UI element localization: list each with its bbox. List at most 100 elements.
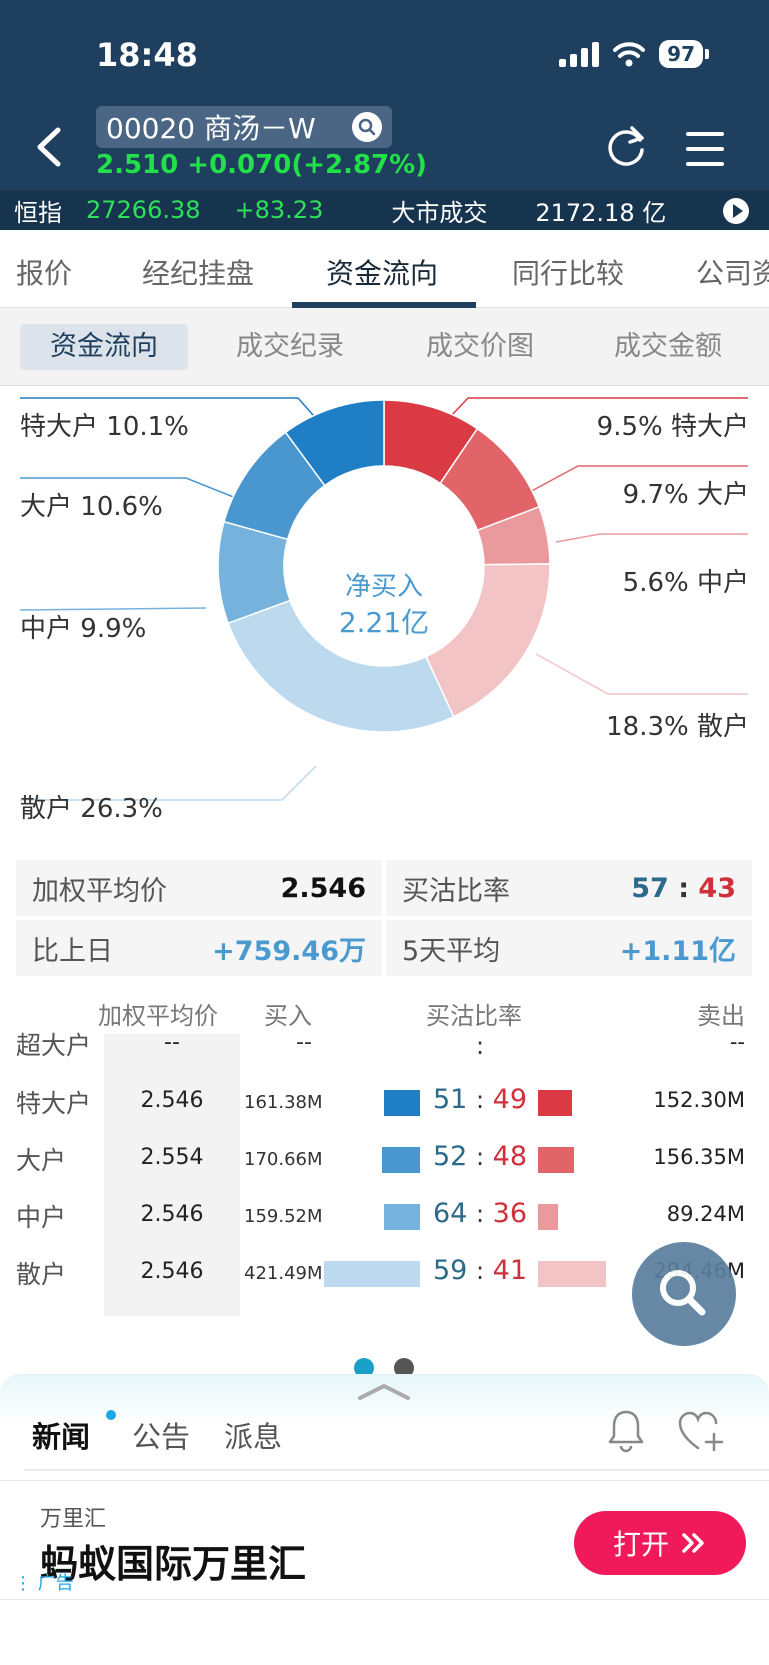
news-tab-announcement[interactable]: 公告 [132,1420,191,1454]
row-ratio: : [475,1032,485,1060]
leader-line-sell-m [555,533,748,543]
donut-slice-buy-4[interactable] [227,599,455,733]
subtab-trade-amount[interactable]: 成交金额 [614,331,722,362]
row-buy-amount: 170.66M [244,1149,323,1170]
capital-flow-donut: 净买入 2.21亿 特大户 10.1% 大户 10.6% 中户 9.9% 散户 … [0,386,769,856]
leader-line-buy-m [19,607,207,611]
play-icon[interactable] [723,198,749,224]
donut-chart [19,397,748,801]
leader-line-sell-r [535,653,748,695]
heart-add-icon[interactable] [676,1410,728,1454]
row-label: 散户 [16,1260,67,1289]
row-avg-price: -- [164,1030,180,1055]
sell-bar [538,1147,574,1173]
ad-banner[interactable]: 万里汇 蚂蚁国际万里汇 ⋮ 广告 打开 [0,1480,769,1600]
ad-title: 蚂蚁国际万里汇 [40,1542,307,1586]
row-buy-amount: -- [296,1030,312,1055]
row-avg-price: 2.546 [140,1202,204,1227]
row-label: 中户 [16,1203,67,1232]
row-sell-amount: 156.35M [653,1145,745,1169]
menu-icon[interactable] [686,132,724,166]
market-turnover-label: 大市成交 [391,198,488,227]
buy-bar [324,1261,420,1287]
status-icons: 97 [559,40,709,68]
avg-column-bg [104,1034,240,1316]
wifi-icon [613,42,646,67]
subtab-trade-records[interactable]: 成交纪录 [236,331,344,362]
news-panel: 新闻 公告 派息 [0,1374,769,1478]
row-ratio: 59 : 41 [433,1255,527,1286]
label-buy-m: 中户 9.9% [20,614,147,644]
row-sell-amount: 89.24M [666,1202,745,1226]
donut-center-value: 2.21亿 [338,606,430,639]
header-avg: 加权平均价 [98,1002,218,1030]
signal-icon [559,41,600,67]
summary-ratio: 买沽比率 57 : 43 [386,860,752,916]
header-sell: 卖出 [697,1002,745,1030]
subtab-capital-flow[interactable]: 资金流向 [20,324,188,370]
tab-peer-compare[interactable]: 同行比较 [512,257,625,290]
buy-bar [382,1147,420,1173]
news-tab-dividend[interactable]: 派息 [224,1420,283,1454]
row-label: 大户 [16,1146,67,1175]
stock-quote: 2.510 +0.070(+2.87%) [96,150,428,180]
ad-open-button[interactable]: 打开 [574,1511,746,1575]
stock-name: 00020 商汤－W [106,112,316,145]
subtab-trade-price-chart[interactable]: 成交价图 [426,331,534,362]
row-ratio: 64 : 36 [433,1198,527,1229]
tab-quote[interactable]: 报价 [16,257,73,290]
summary-wap: 加权平均价 2.546 [16,860,382,916]
summary-prev-day: 比上日 +759.46万 [16,920,382,976]
index-change: +83.23 [234,196,324,224]
donut-center-label: 净买入 [344,572,423,602]
ad-source: 万里汇 [40,1507,107,1532]
main-tabs: 报价 经纪挂盘 资金流向 同行比较 公司资 [0,230,769,308]
chevron-up-icon[interactable] [356,1378,412,1402]
label-sell-xl: 9.5% 特大户 [596,412,749,442]
donut-slice-buy-7[interactable] [284,399,385,487]
index-label: 恒指 [14,198,62,227]
pager-dot[interactable] [394,1358,414,1378]
row-sell-amount: 152.30M [653,1088,745,1112]
unread-dot [106,1410,116,1420]
tab-company-info[interactable]: 公司资 [696,257,769,290]
search-icon[interactable] [352,112,382,142]
label-sell-m: 5.6% 中户 [622,568,749,598]
search-icon [660,1270,706,1316]
news-divider [24,1469,769,1471]
tab-capital-flow[interactable]: 资金流向 [326,257,439,290]
battery-icon: 97 [659,40,709,68]
summary-grid: 加权平均价 2.546 买沽比率 57 : 43 比上日 +759.46万 5天平均… [16,860,752,976]
row-sell-amount: -- [729,1030,745,1054]
bell-icon[interactable] [606,1408,646,1454]
row-avg-price: 2.554 [140,1145,204,1170]
news-tab-news[interactable]: 新闻 [32,1420,91,1454]
app-header: 18:48 97 00020 商汤－W 2.510 +0.070(+2.87%) [0,0,769,190]
label-buy-xl: 特大户 10.1% [20,412,189,442]
row-buy-amount: 161.38M [244,1092,323,1113]
refresh-icon[interactable] [602,122,650,170]
pager-dot-active[interactable] [354,1358,374,1378]
market-turnover-amount: 2172.18 亿 [535,198,667,227]
back-icon[interactable] [30,122,70,172]
ad-tag: ⋮ 广告 [14,1573,74,1594]
stock-search-box[interactable]: 00020 商汤－W [96,106,392,148]
header-ratio: 买沽比率 [426,1002,522,1030]
label-sell-r: 18.3% 散户 [606,712,749,742]
active-tab-indicator [292,302,476,308]
label-buy-r: 散户 26.3% [20,794,163,824]
row-ratio: 51 : 49 [433,1084,527,1115]
row-buy-amount: 421.49M [244,1263,323,1284]
row-buy-amount: 159.52M [244,1206,323,1227]
tab-broker-queue[interactable]: 经纪挂盘 [142,257,255,290]
header-buy: 买入 [264,1002,312,1030]
index-bar[interactable]: 恒指 27266.38 +83.23 大市成交 2172.18 亿 [0,190,769,230]
buy-bar [384,1090,420,1116]
search-fab[interactable] [632,1242,736,1346]
row-avg-price: 2.546 [140,1088,204,1113]
buy-bar [384,1204,420,1230]
sub-tabs: 资金流向 成交纪录 成交价图 成交金额 [0,308,769,386]
leader-line-buy-r [20,765,317,801]
sell-bar [538,1261,606,1287]
